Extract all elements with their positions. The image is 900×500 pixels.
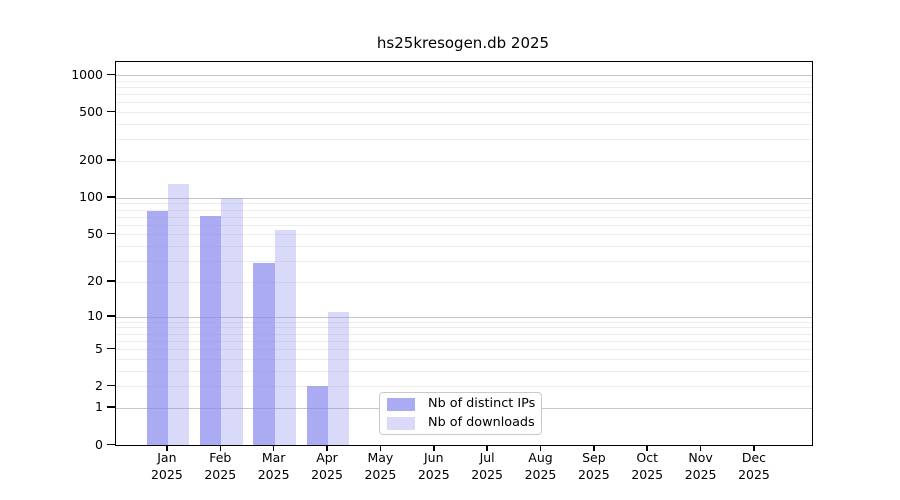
y-tick-label: 50 [87,225,103,241]
legend-item-downloads: Nb of downloads [387,415,535,430]
x-tick-label: Feb 2025 [204,450,237,482]
gridline-minor [116,261,812,263]
y-tick-mark [107,315,115,317]
x-tick-mark [753,445,755,452]
gridline-minor [116,327,812,329]
y-tick-label: 20 [87,273,103,289]
gridline-minor [116,386,812,388]
bar-downloads-feb [221,197,243,445]
x-tick-mark [379,445,382,452]
gridline-minor [116,224,812,226]
legend-item-distinct-ips: Nb of distinct IPs [387,396,536,411]
bar-distinct-ips-mar [253,262,275,445]
x-tick-mark [166,445,168,452]
x-tick-mark [539,445,542,452]
x-tick-label: Sep 2025 [577,450,610,482]
y-tick-label: 500 [79,103,103,119]
gridline-minor [116,281,812,283]
gridline-minor [116,203,812,205]
bar-downloads-apr [328,311,350,445]
y-tick-label: 0 [95,436,103,452]
gridline-minor [116,209,812,211]
bar-downloads-jan [167,183,190,445]
x-tick-mark [646,445,648,452]
chart-title: hs25kresogen.db 2025 [376,34,550,52]
y-tick-mark [107,406,115,408]
x-tick-label: Mar 2025 [257,450,290,482]
y-tick-mark [107,347,115,350]
y-tick-label: 5 [95,340,103,356]
bar-distinct-ips-jan [146,210,168,445]
downloads-swatch [387,416,415,430]
gridline-minor [116,246,812,248]
gridline-minor [116,139,812,141]
gridline-minor [116,112,812,114]
distinct-ips-swatch [387,397,415,411]
gridline-minor [116,94,812,96]
x-tick-mark [433,445,435,452]
y-tick-label: 10 [87,308,103,324]
y-tick-label: 100 [79,189,103,205]
gridline-minor [116,358,812,360]
x-tick-mark [486,445,488,452]
x-tick-mark [272,445,275,452]
gridline-minor [116,86,812,88]
y-tick-mark [107,443,115,445]
gridline-minor [116,234,812,236]
gridline-major [116,75,812,76]
x-tick-label: Apr 2025 [311,450,343,482]
y-tick-mark [107,159,115,161]
gridline-minor [116,333,812,335]
y-tick-mark [107,384,115,387]
y-tick-mark [107,110,115,113]
x-tick-mark [593,445,595,452]
gridline-minor [116,80,812,82]
gridline-minor [116,102,812,104]
bar-distinct-ips-feb [199,215,222,445]
x-tick-label: Oct 2025 [631,450,664,482]
x-tick-mark [699,445,702,452]
bar-downloads-mar [274,230,296,445]
y-tick-label: 1000 [71,66,103,82]
gridline-major [116,316,812,318]
y-tick-label: 2 [95,377,103,393]
gridline-minor [116,340,812,342]
legend-label-distinct-ips: Nb of distinct IPs [428,396,536,411]
x-tick-label: May 2025 [364,450,397,482]
y-tick-label: 1 [95,399,103,415]
y-tick-mark [107,73,115,75]
x-tick-label: Aug 2025 [524,450,557,482]
plot-area [115,61,813,446]
x-tick-mark [219,445,222,452]
gridline-major [116,197,812,199]
gridline-minor [116,123,812,125]
x-tick-label: Dec 2025 [738,450,770,482]
legend: Nb of distinct IPs Nb of downloads [379,392,542,435]
gridline-minor [116,370,812,372]
x-tick-label: Jul 2025 [471,450,504,482]
y-tick-label: 200 [79,152,103,168]
x-tick-label: Jan 2025 [150,450,183,482]
gridline-minor [116,216,812,218]
x-tick-label: Jun 2025 [417,450,450,482]
gridline-minor [116,349,812,351]
x-tick-label: Nov 2025 [684,450,717,482]
bar-distinct-ips-apr [306,386,328,445]
y-tick-mark [107,280,115,282]
gridline-minor [116,160,812,162]
legend-label-downloads: Nb of downloads [428,415,535,430]
gridline-minor [116,321,812,323]
y-tick-mark [107,196,115,198]
y-tick-mark [107,232,115,235]
x-tick-mark [326,445,328,452]
